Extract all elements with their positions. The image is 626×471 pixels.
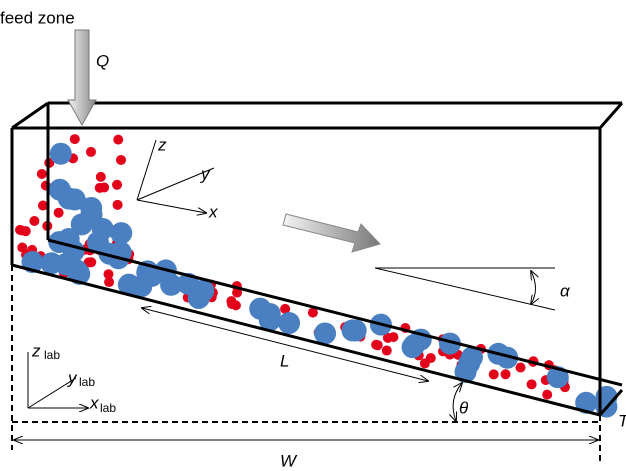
small-particle bbox=[86, 147, 96, 157]
lab-subscript: lab bbox=[79, 375, 95, 389]
small-particle bbox=[95, 183, 105, 193]
small-particle bbox=[373, 340, 383, 350]
feed-arrow bbox=[68, 30, 96, 125]
lab-axes-labels: z lab y lab x lab bbox=[31, 341, 116, 415]
particles bbox=[15, 134, 617, 417]
small-particle bbox=[113, 200, 123, 210]
small-particle bbox=[516, 363, 526, 373]
large-particle bbox=[342, 319, 364, 341]
small-particle bbox=[104, 277, 114, 287]
lab-axis: y bbox=[67, 368, 78, 387]
small-particle bbox=[70, 134, 80, 144]
l-label: L bbox=[280, 351, 289, 370]
small-particle bbox=[96, 172, 106, 182]
large-particle bbox=[81, 204, 103, 226]
t-label: T bbox=[618, 411, 626, 430]
lab-axis: z bbox=[31, 341, 41, 360]
small-particle bbox=[17, 243, 27, 253]
lab-subscript: lab bbox=[44, 348, 60, 362]
y-label: y bbox=[200, 164, 211, 183]
small-particle bbox=[112, 180, 122, 190]
flow-arrow bbox=[283, 214, 380, 252]
large-particle bbox=[278, 312, 300, 334]
large-particle bbox=[54, 253, 76, 275]
large-particle bbox=[110, 222, 132, 244]
small-particle bbox=[29, 216, 39, 226]
small-particle bbox=[37, 169, 47, 179]
large-particle bbox=[50, 143, 72, 165]
w-label: W bbox=[280, 451, 298, 470]
small-particle bbox=[489, 369, 499, 379]
small-particle bbox=[382, 346, 392, 356]
small-particle bbox=[116, 155, 126, 165]
small-particle bbox=[38, 201, 48, 211]
small-particle bbox=[426, 353, 436, 363]
small-particle bbox=[527, 379, 537, 389]
small-particle bbox=[542, 390, 552, 400]
large-particle bbox=[314, 322, 336, 344]
small-particle bbox=[226, 296, 236, 306]
feed-zone-label: feed zone bbox=[0, 8, 75, 27]
q-label: Q bbox=[96, 51, 109, 70]
alpha-label: α bbox=[560, 281, 571, 300]
small-particle bbox=[21, 226, 31, 236]
x-label: x bbox=[208, 202, 218, 221]
lab-axis: x bbox=[89, 393, 99, 412]
diagram: feed zone Q z y x α L θ W T z lab y lab … bbox=[0, 0, 626, 471]
z-label: z bbox=[157, 135, 167, 154]
theta-label: θ bbox=[459, 398, 469, 417]
large-particle bbox=[58, 188, 80, 210]
small-particle bbox=[113, 135, 123, 145]
small-particle bbox=[501, 369, 511, 379]
lab-subscript: lab bbox=[100, 401, 116, 415]
small-particle bbox=[54, 208, 64, 218]
